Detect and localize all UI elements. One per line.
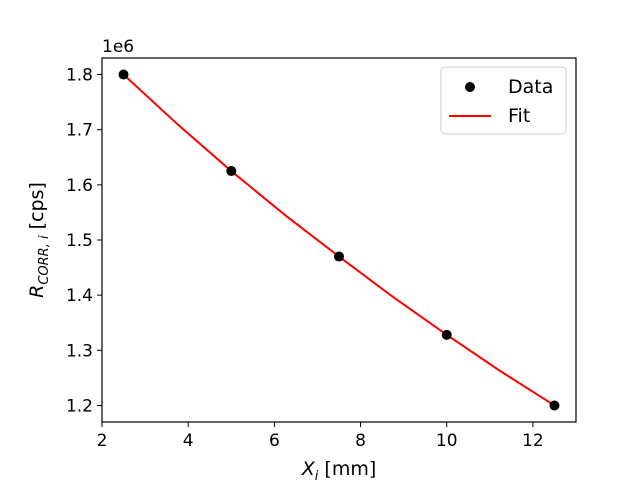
x-axis-label: Xi [mm] xyxy=(301,458,377,480)
x-tick-label: 6 xyxy=(269,431,280,451)
y-tick-label: 1.7 xyxy=(66,121,93,141)
plot-marks xyxy=(118,69,560,411)
legend: Data Fit xyxy=(440,66,567,135)
y-tick-label: 1.4 xyxy=(66,286,93,306)
x-tick-label: 8 xyxy=(355,431,366,451)
legend-data-label: Data xyxy=(508,76,553,98)
data-point xyxy=(118,69,129,80)
y-tick-label: 1.2 xyxy=(66,396,93,416)
y-tick-label: 1.6 xyxy=(66,176,93,196)
y-tick-label: 1.8 xyxy=(66,66,93,86)
data-point xyxy=(334,251,344,262)
x-tick-label: 2 xyxy=(97,431,108,451)
x-tick-label: 12 xyxy=(522,431,544,451)
data-point xyxy=(226,166,237,177)
data-point xyxy=(441,329,452,340)
x-tick-label: 4 xyxy=(183,431,194,451)
y-axis-ticks: 1.2 1.3 1.4 1.5 1.6 1.7 1.8 xyxy=(66,66,102,416)
y-tick-label: 1.3 xyxy=(66,341,93,361)
data-point xyxy=(549,400,560,411)
y-offset-text: 1e6 xyxy=(102,37,134,57)
x-tick-label: 10 xyxy=(436,431,458,451)
y-tick-label: 1.5 xyxy=(66,231,93,251)
legend-fit-label: Fit xyxy=(508,105,530,127)
legend-data-marker xyxy=(465,82,475,92)
x-axis-ticks: 2 4 6 8 10 12 xyxy=(97,422,544,451)
y-axis-label: RCORR, i [cps] xyxy=(26,182,52,298)
